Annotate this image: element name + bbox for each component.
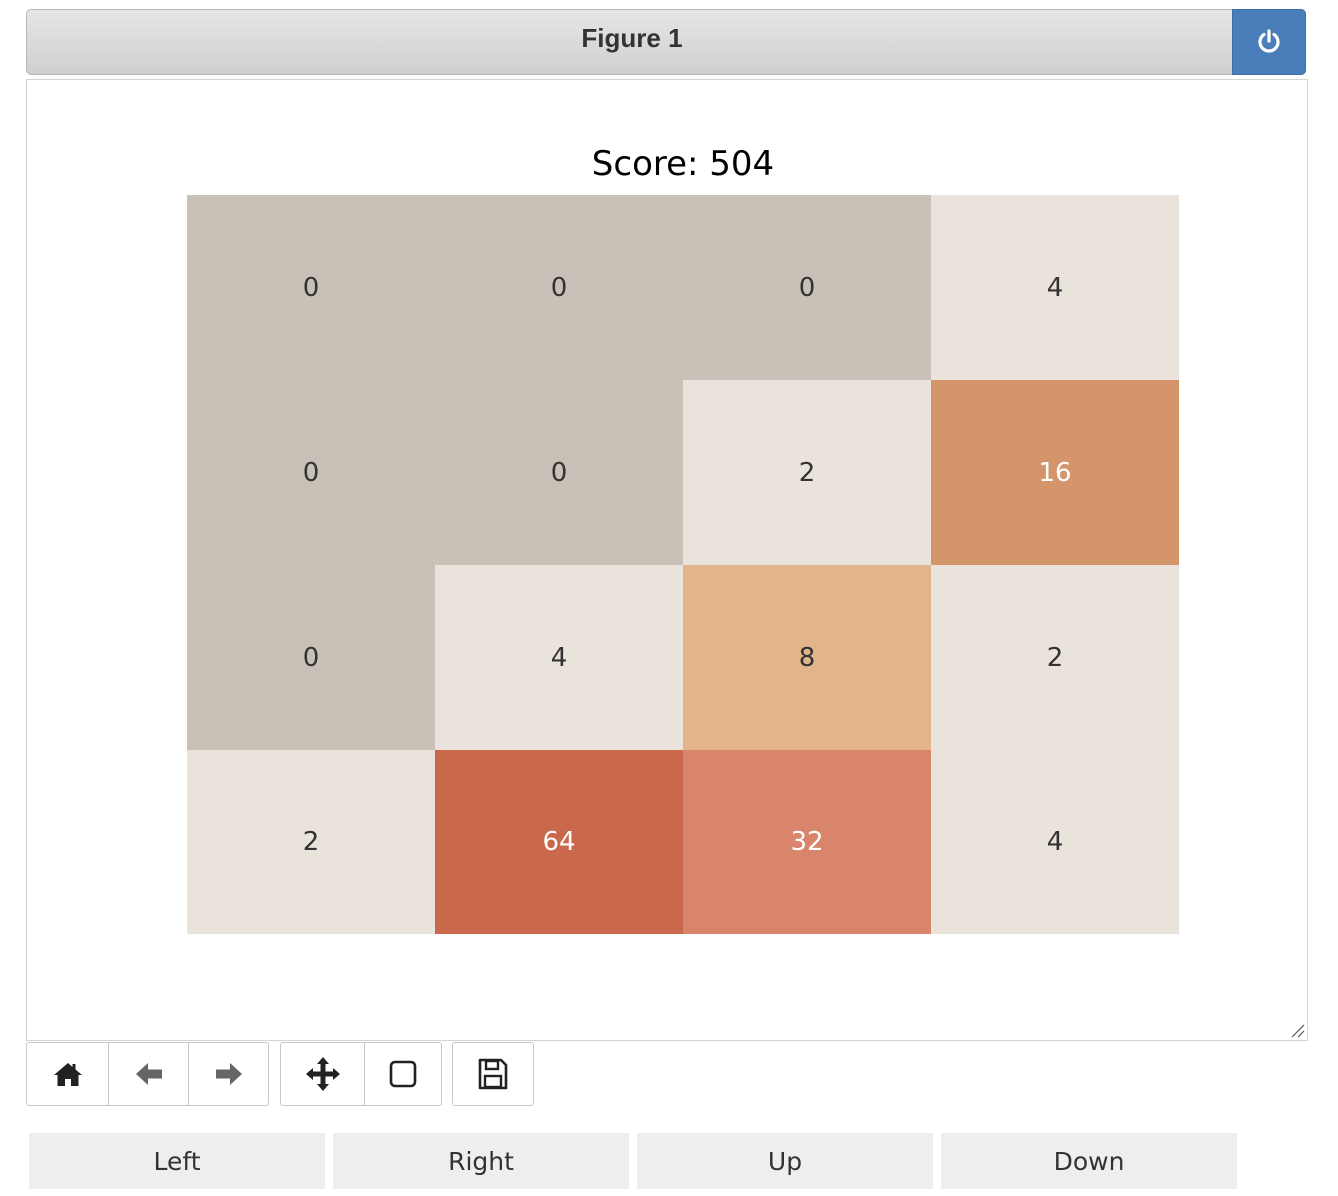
forward-button[interactable] bbox=[189, 1043, 268, 1105]
board-tile: 2 bbox=[931, 565, 1179, 750]
board-tile: 0 bbox=[187, 380, 435, 565]
board-tile: 4 bbox=[435, 565, 683, 750]
board-tile: 4 bbox=[931, 195, 1179, 380]
right-button[interactable]: Right bbox=[333, 1133, 629, 1189]
save-button[interactable] bbox=[453, 1043, 533, 1105]
zoom-toolbar bbox=[280, 1042, 442, 1106]
zoom-rect-button[interactable] bbox=[365, 1043, 441, 1105]
board-tile: 0 bbox=[187, 195, 435, 380]
board-tile: 2 bbox=[683, 380, 931, 565]
board-tile: 32 bbox=[683, 750, 931, 934]
back-button[interactable] bbox=[109, 1043, 189, 1105]
arrow-left-icon bbox=[135, 1063, 162, 1085]
board-tile: 0 bbox=[435, 195, 683, 380]
board-tile: 0 bbox=[683, 195, 931, 380]
floppy-disk-icon bbox=[478, 1058, 508, 1090]
figure-header: Figure 1 bbox=[26, 9, 1306, 75]
up-button[interactable]: Up bbox=[637, 1133, 933, 1189]
down-button[interactable]: Down bbox=[941, 1133, 1237, 1189]
board-tile: 0 bbox=[435, 380, 683, 565]
game-board: 0 0 0 4 0 0 2 16 0 4 8 2 2 64 32 4 bbox=[187, 195, 1179, 934]
move-icon bbox=[305, 1057, 340, 1091]
pan-button[interactable] bbox=[281, 1043, 365, 1105]
power-button[interactable] bbox=[1232, 9, 1306, 75]
board-tile: 4 bbox=[931, 750, 1179, 934]
home-button[interactable] bbox=[27, 1043, 109, 1105]
board-tile: 8 bbox=[683, 565, 931, 750]
board-tile: 2 bbox=[187, 750, 435, 934]
zoom-rect-icon bbox=[389, 1060, 417, 1088]
board-tile: 0 bbox=[187, 565, 435, 750]
power-icon bbox=[1258, 29, 1280, 53]
home-icon bbox=[53, 1063, 82, 1086]
figure-canvas[interactable]: Score: 504 0 0 0 4 0 0 2 16 0 4 8 2 2 64 32 4 bbox=[26, 79, 1308, 1041]
resize-grip-icon[interactable] bbox=[1289, 1022, 1305, 1038]
figure-title: Figure 1 bbox=[581, 23, 683, 53]
arrow-right-icon bbox=[215, 1063, 242, 1085]
save-toolbar bbox=[452, 1042, 534, 1106]
board-tile: 64 bbox=[435, 750, 683, 934]
score-title: Score: 504 bbox=[591, 144, 775, 184]
board-tile: 16 bbox=[931, 380, 1179, 565]
nav-toolbar bbox=[26, 1042, 269, 1106]
left-button[interactable]: Left bbox=[29, 1133, 325, 1189]
